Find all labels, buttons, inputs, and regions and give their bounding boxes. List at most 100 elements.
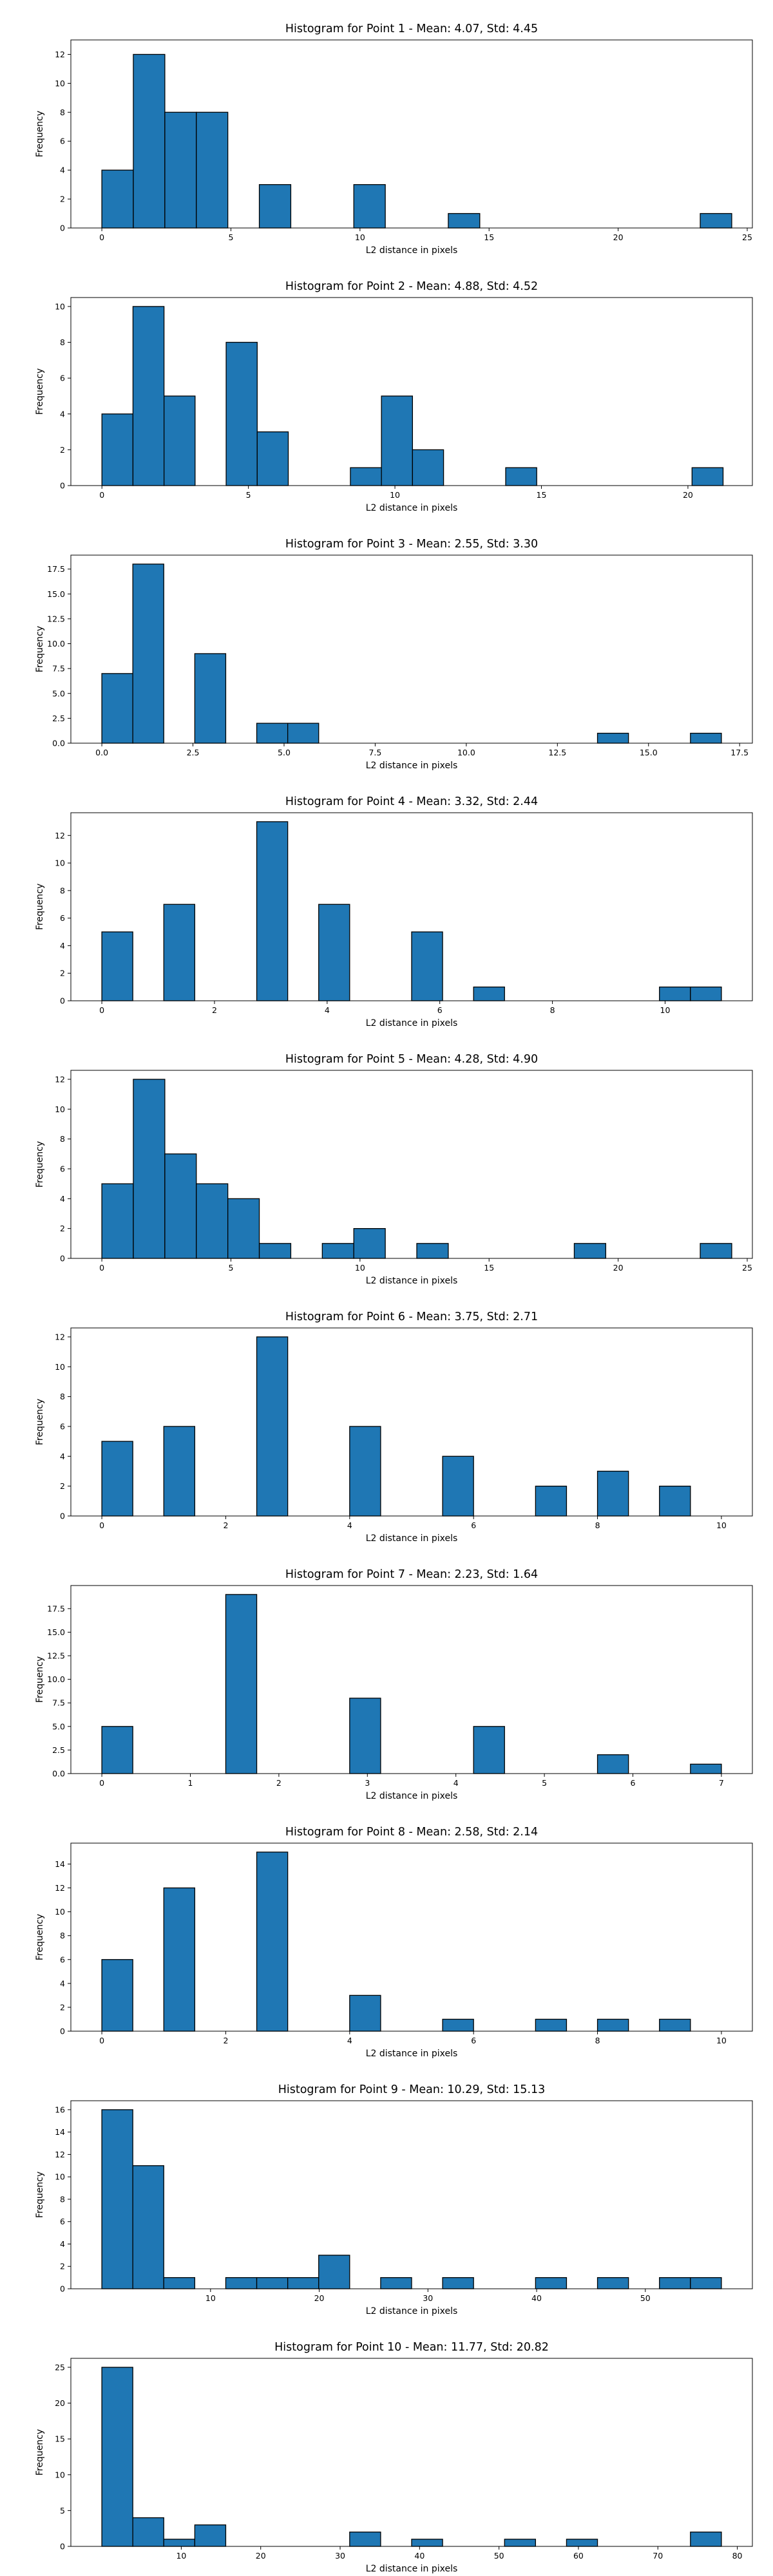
histogram-bar [353,184,386,229]
chart-title: Histogram for Point 10 - Mean: 11.77, St… [274,2341,549,2354]
y-tick-label: 6 [60,2217,65,2226]
y-tick-label: 5 [60,2506,65,2515]
histogram-panel-9: Histogram for Point 9 - Mean: 10.29, Std… [35,2083,753,2316]
x-axis-label: L2 distance in pixels [366,1791,458,1801]
histogram-panel-3: Histogram for Point 3 - Mean: 2.55, Std:… [35,538,753,771]
chart-title: Histogram for Point 7 - Mean: 2.23, Std:… [285,1568,538,1581]
histogram-bar [535,1486,568,1517]
y-tick-label: 15.0 [47,589,65,599]
x-tick-label: 17.5 [730,748,749,757]
histogram-bar [700,1243,732,1259]
histogram-bars [101,53,732,229]
y-tick-label: 25 [55,2362,65,2372]
histogram-bar [442,2277,474,2289]
histogram-bar [659,2277,691,2289]
y-tick-label: 10.0 [47,1674,65,1684]
histogram-bar [227,1198,260,1259]
x-tick-label: 4 [347,1520,352,1530]
chart-title: Histogram for Point 1 - Mean: 4.07, Std:… [285,23,538,35]
x-tick-label: 2 [212,1005,217,1015]
histogram-bar [659,986,691,1001]
plot-frame [70,39,753,229]
y-tick-label: 12 [55,831,65,840]
y-tick-label: 12.5 [47,614,65,623]
x-tick-label: 15.0 [640,748,658,757]
y-axis-label: Frequency [35,1656,45,1703]
y-axis-label: Frequency [35,626,45,672]
histogram-bar [101,1959,133,2032]
histogram-bars [101,2367,722,2547]
histogram-panel-4: Histogram for Point 4 - Mean: 3.32, Std:… [35,795,753,1028]
histogram-bar [132,564,164,744]
y-tick-label: 17.5 [47,1604,65,1613]
histogram-bar [690,2277,722,2289]
histogram-bar [256,2277,289,2289]
histogram-bar [566,2539,598,2547]
y-tick-label: 6 [60,1955,65,1964]
x-tick-label: 0 [99,2036,104,2045]
y-tick-label: 20 [55,2398,65,2408]
histogram-bar [573,1243,607,1259]
x-tick-label: 3 [365,1778,370,1788]
histogram-bars [101,564,722,744]
x-tick-label: 5 [246,490,251,500]
y-tick-label: 6 [60,1164,65,1173]
histogram-bar [163,1426,196,1517]
x-tick-label: 5 [228,232,233,242]
y-tick-label: 10 [55,2172,65,2182]
x-tick-label: 80 [732,2551,743,2561]
histogram-bars [101,1079,732,1259]
y-axis-label: Frequency [35,368,45,415]
histogram-bar [256,1852,289,2032]
histogram-bar [353,1228,386,1259]
plot-frame [70,2358,753,2547]
histogram-bars [101,1594,722,1774]
y-tick-label: 14 [55,1859,65,1869]
histogram-panel-2: Histogram for Point 2 - Mean: 4.88, Std:… [35,280,753,513]
x-tick-label: 0 [99,1263,104,1273]
plot-frame [70,554,753,744]
x-tick-label: 0 [99,232,104,242]
x-tick-label: 10 [176,2551,186,2561]
x-tick-label: 40 [414,2551,425,2561]
histogram-bar [256,723,289,744]
histogram-bar [690,732,722,744]
x-tick-label: 20 [613,1263,624,1273]
x-axis-label: L2 distance in pixels [366,245,458,256]
histogram-panel-6: Histogram for Point 6 - Mean: 3.75, Std:… [35,1311,753,1544]
y-tick-label: 5.0 [52,1721,65,1731]
x-tick-label: 5 [228,1263,233,1273]
histogram-bar [225,341,258,486]
histogram-bar [596,2018,629,2032]
x-tick-label: 1 [188,1778,193,1788]
y-tick-label: 10 [55,1907,65,1917]
x-tick-label: 15 [537,490,547,500]
y-tick-label: 0 [60,1254,65,1264]
histogram-bar [596,732,629,744]
histogram-bar [101,673,133,744]
histogram-panel-7: Histogram for Point 7 - Mean: 2.23, Std:… [35,1568,753,1801]
y-tick-label: 12.5 [47,1651,65,1661]
histogram-bar [596,2277,629,2289]
chart-title: Histogram for Point 4 - Mean: 3.32, Std:… [285,795,538,808]
histogram-bar [133,1079,166,1259]
histogram-bar [700,213,732,229]
x-axis-label: L2 distance in pixels [366,1276,458,1286]
histogram-bar [416,1243,449,1259]
x-tick-label: 12.5 [548,748,566,757]
y-tick-label: 6 [60,913,65,923]
x-tick-label: 4 [347,2036,352,2045]
y-tick-label: 12 [55,2150,65,2159]
y-tick-label: 8 [60,886,65,895]
y-tick-label: 2 [60,2262,65,2271]
x-tick-label: 50 [494,2551,504,2561]
histogram-bar [101,931,133,1001]
plot-frame [70,297,753,486]
histogram-bar [132,306,165,486]
histogram-bar [287,723,320,744]
x-axis-label: L2 distance in pixels [366,503,458,513]
x-tick-label: 10 [660,1005,671,1015]
histogram-bar [535,2018,568,2032]
histogram-bar [101,413,134,486]
histogram-panel-10: Histogram for Point 10 - Mean: 11.77, St… [35,2341,753,2574]
